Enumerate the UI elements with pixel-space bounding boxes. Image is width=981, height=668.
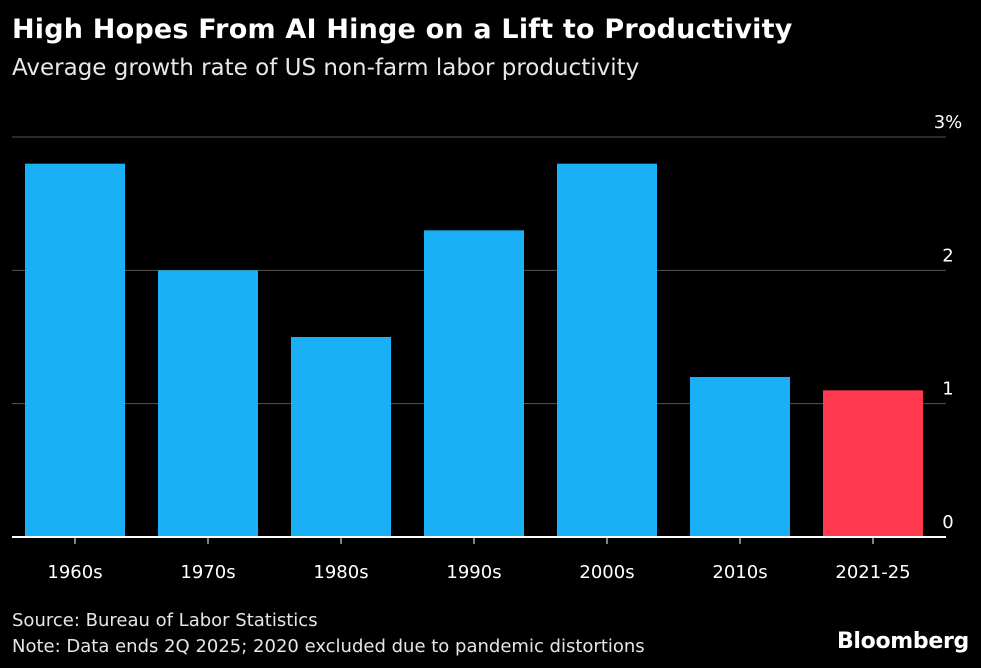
y-tick-label: 3% — [934, 112, 963, 133]
chart-subtitle: Average growth rate of US non-farm labor… — [12, 55, 640, 81]
bar — [690, 377, 790, 537]
bar — [158, 270, 258, 537]
x-tick-label: 2010s — [712, 562, 767, 583]
x-tick-label: 1970s — [180, 562, 235, 583]
bar — [557, 163, 657, 537]
y-tick-label: 2 — [942, 245, 953, 266]
bar-chart: 0 1 2 3% 1960s 1970s 1980s 1990s 2000s 2010s 2021-… — [12, 112, 963, 583]
note-text: Note: Data ends 2Q 2025; 2020 excluded d… — [12, 636, 645, 657]
source-text: Source: Bureau of Labor Statistics — [12, 610, 318, 631]
bar — [291, 337, 391, 537]
chart-title: High Hopes From AI Hinge on a Lift to Pr… — [12, 14, 793, 45]
x-tick-label: 1980s — [313, 562, 368, 583]
x-tick-label: 1960s — [47, 562, 102, 583]
y-tick-label: 0 — [942, 512, 953, 533]
bar — [823, 390, 923, 537]
x-tick-label: 1990s — [446, 562, 501, 583]
bloomberg-logo: Bloomberg — [836, 629, 969, 654]
y-tick-label: 1 — [942, 379, 953, 400]
bar — [25, 163, 125, 537]
bar — [424, 230, 524, 538]
x-tick-label: 2021-25 — [835, 562, 910, 583]
x-tick-label: 2000s — [579, 562, 634, 583]
